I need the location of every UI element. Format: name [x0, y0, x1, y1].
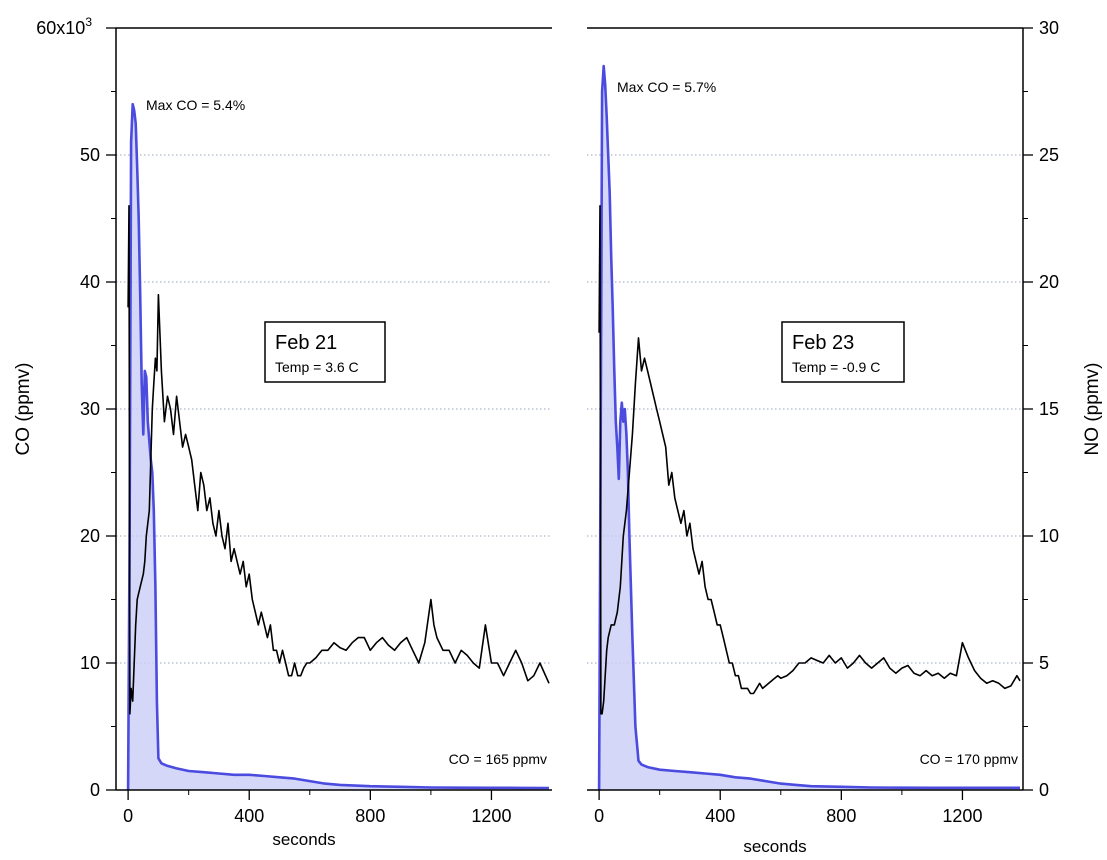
right-axis-title: NO (ppmv): [1082, 363, 1103, 456]
left-axis-title: CO (ppmv): [13, 363, 34, 456]
co-fill-panel-1: [128, 104, 549, 790]
final-co-annotation-panel-2: CO = 170 ppmv: [920, 751, 1018, 767]
left-tick-label-6: 60x103: [36, 15, 92, 38]
left-tick-label-1: 10: [80, 653, 100, 673]
temp-label-panel-1: Temp = 3.6 C: [275, 359, 359, 375]
right-tick-label-3: 15: [1039, 399, 1059, 419]
co-fill-areas: [128, 66, 1020, 791]
right-tick-label-1: 5: [1039, 653, 1049, 673]
co-series-line-panel-1: [126, 102, 550, 791]
left-tick-label-5: 50: [80, 145, 100, 165]
condition-box-panel-2: [781, 321, 905, 383]
condition-box-panel-1: [264, 321, 386, 383]
labels: Feb 21 Temp = 3.6 C Max CO = 5.4% CO = 165 …: [13, 15, 1103, 856]
x-tick-label-panel-1-2: 800: [355, 806, 385, 826]
no-series-line-panel-2: [598, 205, 1021, 715]
co-series-line-panel-2: [597, 64, 1020, 791]
date-label-panel-1: Feb 21: [275, 332, 337, 354]
x-axis-title-panel-1: seconds: [272, 830, 335, 849]
date-label-panel-2: Feb 23: [792, 332, 854, 354]
max-co-annotation-panel-1: Max CO = 5.4%: [146, 97, 245, 113]
right-tick-label-4: 20: [1039, 272, 1059, 292]
grid-lines: [116, 154, 1023, 664]
left-tick-label-4: 40: [80, 272, 100, 292]
x-tick-label-panel-2-1: 400: [705, 806, 735, 826]
x-tick-label-panel-1-3: 1200: [471, 806, 511, 826]
x-tick-label-panel-2-3: 1200: [942, 806, 982, 826]
x-tick-label-panel-1-0: 0: [123, 806, 133, 826]
left-tick-label-0: 0: [90, 780, 100, 800]
left-tick-label-3: 30: [80, 399, 100, 419]
right-tick-label-0: 0: [1039, 780, 1049, 800]
temp-label-panel-2: Temp = -0.9 C: [792, 359, 880, 375]
x-tick-label-panel-2-0: 0: [594, 806, 604, 826]
no-series-line-panel-1: [127, 205, 550, 715]
max-co-annotation-panel-2: Max CO = 5.7%: [617, 79, 716, 95]
axes: [106, 27, 1033, 800]
right-tick-label-5: 25: [1039, 145, 1059, 165]
final-co-annotation-panel-1: CO = 165 ppmv: [449, 751, 547, 767]
x-axis-title-panel-2: seconds: [743, 837, 806, 856]
x-tick-label-panel-1-1: 400: [234, 806, 264, 826]
right-tick-label-6: 30: [1039, 18, 1059, 38]
series-lines: [126, 64, 1021, 791]
co-fill-panel-2: [599, 66, 1020, 791]
x-tick-label-panel-2-2: 800: [826, 806, 856, 826]
right-tick-label-2: 10: [1039, 526, 1059, 546]
left-tick-label-2: 20: [80, 526, 100, 546]
